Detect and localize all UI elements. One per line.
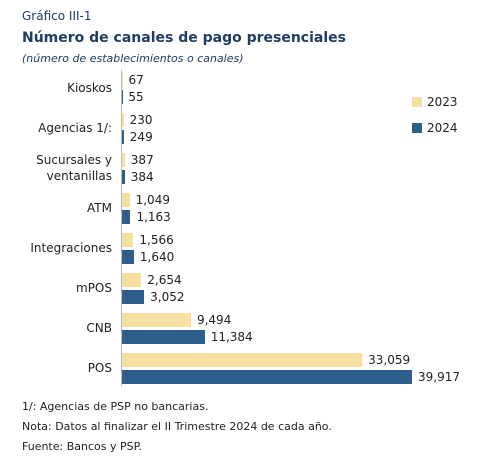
value-label: 1,163 [136, 209, 171, 224]
category-label: mPOS [76, 281, 112, 295]
value-label: 55 [128, 89, 144, 104]
value-label: 2,654 [147, 272, 182, 287]
bar [122, 312, 191, 327]
category-label: CNB [86, 321, 112, 335]
category-label: POS [87, 361, 112, 375]
category-label: ATM [87, 201, 112, 215]
value-label: 33,059 [368, 352, 411, 367]
legend-swatch [412, 97, 422, 107]
footnote: 1/: Agencias de PSP no bancarias. [22, 400, 209, 413]
bar [122, 329, 205, 344]
bar [122, 129, 124, 144]
chart-title: Número de canales de pago presenciales [22, 30, 346, 46]
chart-subtitle: (número de establecimientos o canales) [22, 52, 244, 65]
bar [122, 249, 134, 264]
chart-kicker: Gráfico III-1 [22, 9, 92, 23]
value-label: 3,052 [150, 289, 185, 304]
bar [122, 152, 125, 167]
bar [122, 369, 412, 384]
axis-line [121, 70, 122, 386]
legend-swatch [412, 123, 422, 133]
value-label: 387 [130, 152, 154, 167]
value-label: 1,566 [139, 232, 174, 247]
bar [122, 209, 131, 224]
bar [122, 169, 125, 184]
legend-label: 2023 [427, 95, 458, 109]
value-label: 230 [129, 112, 153, 127]
value-label: 11,384 [210, 329, 253, 344]
category-label: Kioskos [67, 81, 112, 95]
bar [122, 352, 363, 367]
bar [122, 232, 134, 247]
category-label: Sucursales y ventanillas [36, 153, 112, 183]
value-label: 249 [129, 129, 153, 144]
bar [122, 112, 124, 127]
category-label: Agencias 1/: [38, 121, 112, 135]
bar [122, 289, 145, 304]
value-label: 384 [130, 169, 154, 184]
value-label: 67 [128, 72, 144, 87]
bar [122, 192, 130, 207]
bar [122, 272, 142, 287]
value-label: 1,640 [139, 249, 175, 264]
value-label: 39,917 [418, 369, 460, 384]
value-label: 1,049 [135, 192, 170, 207]
footnote: Fuente: Bancos y PSP. [22, 440, 143, 453]
legend-label: 2024 [427, 121, 458, 135]
value-label: 9,494 [196, 312, 232, 327]
category-label: Integraciones [30, 241, 112, 255]
footnote: Nota: Datos al finalizar el II Trimestre… [22, 420, 332, 433]
